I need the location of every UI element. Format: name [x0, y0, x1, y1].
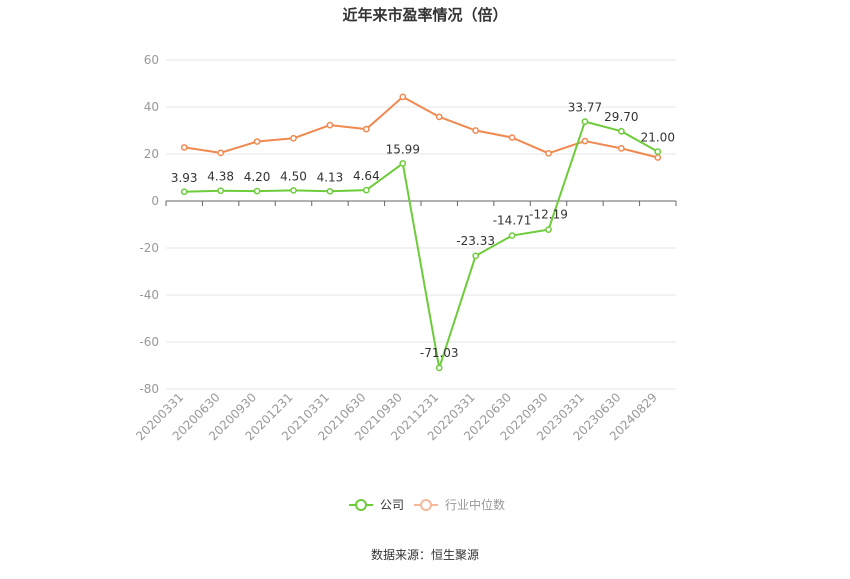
y-tick-label: 20: [144, 147, 159, 161]
legend-label: 行业中位数: [445, 497, 505, 512]
legend-item-industry-median[interactable]: 行业中位数: [414, 497, 505, 512]
data-point: [508, 134, 516, 141]
data-point: [363, 125, 370, 133]
data-point: [290, 134, 297, 142]
y-tick-label: -20: [139, 241, 159, 255]
data-point: [326, 121, 334, 129]
data-point: [545, 149, 552, 157]
data-point: [581, 118, 589, 125]
legend[interactable]: 公司 行业中位数: [349, 497, 505, 512]
data-point: [618, 127, 625, 135]
data-label: 15.99: [386, 142, 420, 156]
data-point: [654, 148, 662, 155]
series-layer: [180, 93, 662, 372]
data-point: [581, 137, 589, 145]
legend-label: 公司: [380, 498, 404, 512]
data-label: 33.77: [568, 101, 602, 115]
data-label: -23.33: [456, 234, 495, 248]
x-axis: 2020033120200630202009302020123120210331…: [133, 200, 677, 443]
data-point: [326, 187, 334, 195]
data-label: 4.38: [207, 170, 234, 184]
data-point: [472, 127, 479, 134]
data-label: 29.70: [604, 110, 638, 124]
data-point: [399, 93, 407, 101]
series-line-company: [184, 120, 659, 369]
data-label: 21.00: [641, 131, 675, 145]
data-point: [654, 154, 662, 161]
data-point: [253, 187, 261, 195]
data-point: [399, 160, 407, 167]
data-label: 3.93: [171, 171, 198, 185]
data-point: [618, 145, 625, 152]
data-label: -12.19: [529, 208, 568, 222]
data-point: [435, 113, 443, 121]
source-note: 数据来源：恒生聚源: [371, 547, 479, 562]
data-label: 4.20: [244, 170, 271, 184]
data-point: [180, 144, 188, 151]
data-point: [472, 252, 479, 260]
y-tick-label: -60: [139, 335, 159, 349]
data-point: [253, 138, 261, 145]
data-point: [180, 188, 188, 196]
y-tick-label: 0: [151, 194, 159, 208]
data-label: 4.64: [353, 169, 380, 183]
legend-marker-icon: [420, 499, 432, 511]
data-point: [508, 232, 516, 239]
data-point: [363, 186, 370, 194]
y-tick-label: 40: [144, 100, 159, 114]
data-point: [290, 187, 297, 194]
y-tick-label: 60: [144, 53, 159, 67]
data-label: 4.13: [317, 170, 344, 184]
data-label: -14.71: [493, 214, 532, 228]
data-label: -71.03: [420, 346, 459, 360]
data-point: [217, 149, 224, 157]
y-tick-label: -80: [139, 382, 159, 396]
chart-title: 近年来市盈率情况（倍）: [342, 6, 507, 24]
legend-marker-icon: [355, 499, 367, 511]
data-label: 4.50: [280, 169, 307, 183]
data-point: [545, 226, 552, 233]
data-point: [435, 364, 443, 372]
data-point: [217, 187, 224, 195]
series-line-industry-median: [184, 95, 659, 159]
y-tick-label: -40: [139, 288, 159, 302]
y-axis: -80 -60 -40 -20 0 20 40 60: [139, 53, 159, 396]
data-labels: 3.93 4.38 4.20 4.50 4.13 4.64 15.99 -71.03 -23.3…: [171, 101, 675, 360]
legend-item-company[interactable]: 公司: [349, 498, 404, 512]
